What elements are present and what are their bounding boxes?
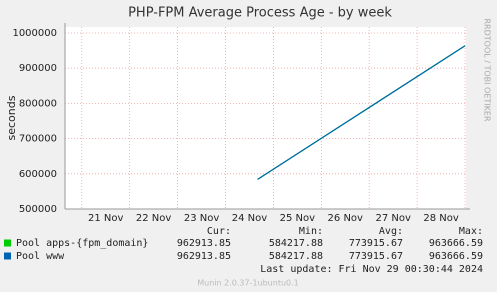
y-tick-label: 500000 — [19, 204, 57, 215]
y-tick-label: 800000 — [19, 98, 57, 109]
legend-header: Min: — [299, 226, 323, 237]
x-tick-label: 25 Nov — [280, 213, 316, 224]
x-tick-label: 27 Nov — [375, 213, 411, 224]
x-tick-label: 21 Nov — [88, 213, 124, 224]
footer: Munin 2.0.37-1ubuntu0.1 — [197, 279, 299, 288]
series-line — [257, 45, 466, 180]
x-tick-label: 24 Nov — [232, 213, 268, 224]
legend-value: 773915.67 — [349, 251, 403, 262]
legend-value: 773915.67 — [349, 238, 403, 249]
y-tick-label: 1000000 — [12, 28, 57, 39]
legend-label: Pool apps-{fpm_domain} — [16, 238, 148, 249]
y-tick-label: 600000 — [19, 169, 57, 180]
legend-value: 963666.59 — [429, 251, 483, 262]
last-update: Last update: Fri Nov 29 00:30:44 2024 — [260, 264, 483, 275]
x-tick-label: 22 Nov — [136, 213, 172, 224]
legend-swatch — [4, 239, 11, 247]
legend-value: 962913.85 — [177, 238, 231, 249]
x-tick-label: 26 Nov — [328, 213, 364, 224]
y-axis-label: seconds — [5, 95, 18, 140]
plot-area — [65, 27, 466, 209]
x-tick-label: 23 Nov — [184, 213, 220, 224]
legend-swatch — [4, 252, 11, 260]
side-text: RRDTOOL / TOBI OETIKER — [483, 18, 492, 121]
y-tick-label: 900000 — [19, 63, 57, 74]
legend-header: Cur: — [207, 226, 231, 237]
legend-label: Pool www — [16, 251, 65, 262]
x-tick-label: 28 Nov — [423, 213, 459, 224]
chart-title: PHP-FPM Average Process Age - by week — [128, 6, 392, 21]
legend-value: 584217.88 — [269, 251, 323, 262]
y-tick-label: 700000 — [19, 134, 57, 145]
legend-value: 963666.59 — [429, 238, 483, 249]
legend-header: Max: — [459, 226, 483, 237]
legend-value: 962913.85 — [177, 251, 231, 262]
legend-value: 584217.88 — [269, 238, 323, 249]
legend-header: Avg: — [379, 226, 403, 237]
